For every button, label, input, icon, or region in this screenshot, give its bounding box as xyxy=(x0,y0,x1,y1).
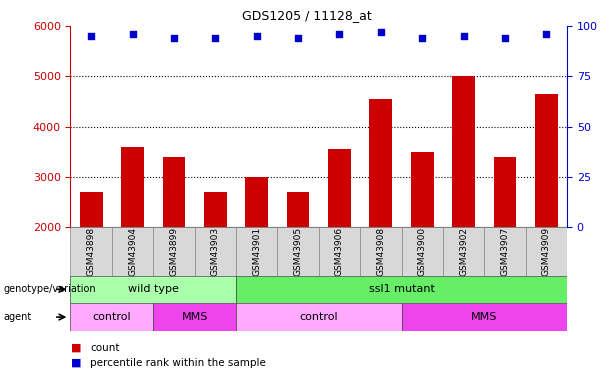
Text: GSM43904: GSM43904 xyxy=(128,227,137,276)
Text: wild type: wild type xyxy=(128,284,178,294)
Bar xyxy=(526,227,567,276)
Point xyxy=(210,35,220,41)
Bar xyxy=(443,227,484,276)
Text: GSM43900: GSM43900 xyxy=(417,226,427,276)
Text: percentile rank within the sample: percentile rank within the sample xyxy=(90,358,266,368)
Point xyxy=(86,33,96,39)
Bar xyxy=(411,152,433,227)
Text: GDS1205 / 11128_at: GDS1205 / 11128_at xyxy=(242,9,371,22)
Text: GSM43909: GSM43909 xyxy=(542,226,551,276)
Point xyxy=(335,31,345,37)
Bar xyxy=(236,227,277,276)
Text: control: control xyxy=(93,312,131,322)
Bar xyxy=(204,192,227,227)
Text: ssl1 mutant: ssl1 mutant xyxy=(368,284,435,294)
Bar xyxy=(236,303,402,331)
Text: ■: ■ xyxy=(70,343,81,352)
Bar xyxy=(70,276,236,303)
Bar xyxy=(493,157,516,227)
Bar xyxy=(70,303,153,331)
Text: MMS: MMS xyxy=(471,312,498,322)
Point xyxy=(376,29,386,35)
Text: MMS: MMS xyxy=(181,312,208,322)
Bar xyxy=(484,227,526,276)
Bar xyxy=(319,227,360,276)
Bar xyxy=(402,227,443,276)
Text: ■: ■ xyxy=(70,358,81,368)
Bar xyxy=(277,227,319,276)
Bar xyxy=(287,192,310,227)
Bar xyxy=(245,177,268,227)
Bar xyxy=(153,227,195,276)
Bar xyxy=(370,99,392,227)
Bar xyxy=(360,227,402,276)
Point xyxy=(417,35,427,41)
Point xyxy=(169,35,179,41)
Bar xyxy=(402,303,567,331)
Text: GSM43903: GSM43903 xyxy=(211,226,220,276)
Point xyxy=(500,35,510,41)
Bar xyxy=(112,227,153,276)
Bar xyxy=(452,76,475,227)
Point xyxy=(252,33,262,39)
Text: GSM43902: GSM43902 xyxy=(459,227,468,276)
Point xyxy=(128,31,137,37)
Text: count: count xyxy=(90,343,120,352)
Bar xyxy=(535,94,558,227)
Text: agent: agent xyxy=(3,312,31,322)
Text: GSM43899: GSM43899 xyxy=(169,226,178,276)
Bar xyxy=(70,227,112,276)
Bar xyxy=(162,157,185,227)
Bar xyxy=(153,303,236,331)
Point xyxy=(459,33,468,39)
Text: GSM43907: GSM43907 xyxy=(500,226,509,276)
Text: genotype/variation: genotype/variation xyxy=(3,284,96,294)
Bar xyxy=(195,227,236,276)
Text: GSM43906: GSM43906 xyxy=(335,226,344,276)
Text: GSM43908: GSM43908 xyxy=(376,226,386,276)
Point xyxy=(293,35,303,41)
Bar xyxy=(121,147,144,227)
Text: GSM43905: GSM43905 xyxy=(294,226,303,276)
Bar xyxy=(236,276,567,303)
Text: GSM43898: GSM43898 xyxy=(86,226,96,276)
Bar xyxy=(80,192,102,227)
Text: control: control xyxy=(299,312,338,322)
Point xyxy=(541,31,551,37)
Text: GSM43901: GSM43901 xyxy=(252,226,261,276)
Bar xyxy=(328,149,351,227)
